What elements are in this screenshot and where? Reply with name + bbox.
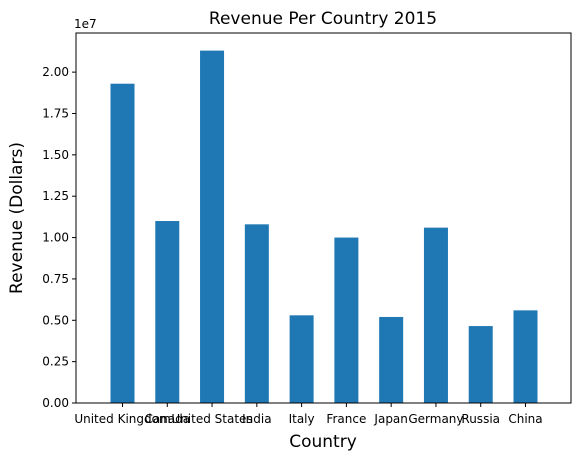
y-tick-label-2: 0.50	[42, 313, 69, 327]
y-axis-label: Revenue (Dollars)	[7, 142, 27, 294]
bar-2	[200, 50, 225, 403]
y-tick-label-0: 0.00	[42, 396, 69, 410]
x-tick-label-2: United States	[171, 412, 252, 426]
y-axis: 0.00 0.25 0.50 0.75 1.00 1.25 1.50 1.75 2.00	[42, 65, 76, 410]
plot-frame	[75, 32, 572, 404]
bar-3	[244, 224, 269, 403]
bar-9	[513, 310, 538, 403]
bar-7	[423, 227, 448, 403]
y-tick-label-6: 1.50	[42, 148, 69, 162]
bars-layer	[110, 50, 538, 404]
bar-1	[155, 221, 180, 403]
x-tick-label-7: Germany	[408, 412, 463, 426]
y-tick-label-7: 1.75	[42, 106, 69, 120]
x-tick-label-3: India	[242, 412, 271, 426]
x-tick-label-1: Canada	[144, 412, 190, 426]
x-tick-label-0: United Kingdom	[74, 412, 170, 426]
y-tick-label-5: 1.25	[42, 189, 69, 203]
chart-title: Revenue Per Country 2015	[209, 9, 437, 29]
bar-4	[289, 315, 314, 403]
y-tick-label-1: 0.25	[42, 355, 69, 369]
y-tick-label-3: 0.75	[42, 272, 69, 286]
y-tick-label-4: 1.00	[42, 231, 69, 245]
bar-5	[334, 237, 359, 403]
x-tick-label-9: China	[508, 412, 542, 426]
x-axis-label: Country	[289, 432, 357, 452]
bar-6	[379, 316, 404, 403]
bar-8	[468, 326, 493, 403]
y-offset-label: 1e7	[74, 17, 97, 31]
x-tick-label-8: Russia	[461, 412, 500, 426]
y-tick-label-8: 2.00	[42, 65, 69, 79]
x-tick-label-6: Japan	[373, 412, 407, 426]
bar-0	[110, 83, 135, 404]
x-tick-label-5: France	[326, 412, 366, 426]
x-tick-label-4: Italy	[289, 412, 315, 426]
